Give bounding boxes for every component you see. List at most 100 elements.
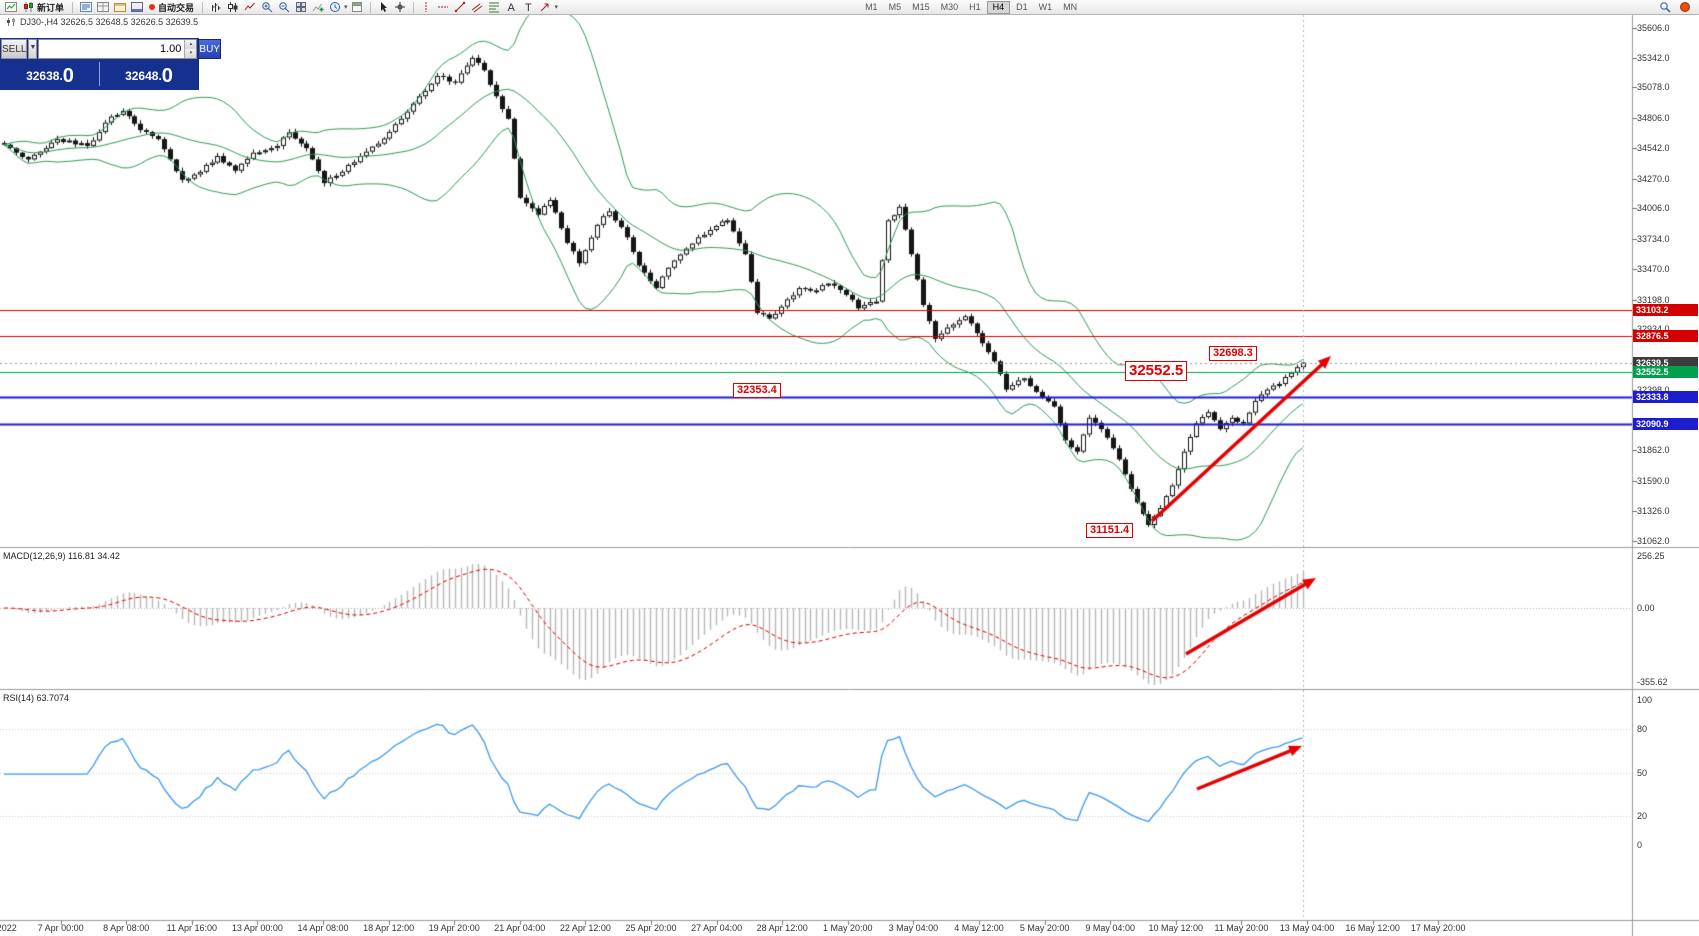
time-label: 14 Apr 08:00 [297,923,349,933]
line-chart-icon[interactable] [242,1,257,14]
vertical-line-icon[interactable] [419,1,434,14]
sell-button[interactable]: SELL [1,39,28,59]
price-tick: 34806.0 [1637,113,1670,124]
arrows-dropdown-icon[interactable]: ▾ [554,4,559,11]
price-divider [99,62,100,86]
time-label: 7 Apr 00:00 [37,923,84,933]
time-label: 16 May 12:00 [1345,923,1400,933]
channel-icon[interactable] [470,1,485,14]
new-order-button[interactable]: 新订单 [20,1,67,14]
horizontal-line-icon[interactable] [436,1,451,14]
bar-chart-icon[interactable] [208,1,223,14]
price-tick: 35078.0 [1637,82,1670,93]
templates-icon[interactable] [350,1,365,14]
time-label: 18 Apr 12:00 [363,923,415,933]
price-tick: 33734.0 [1637,234,1670,245]
price-tick: 33198.0 [1637,294,1670,305]
toolbar-separator [369,1,371,13]
record-icon[interactable] [1677,1,1692,14]
support-line-green-label: 32552.5 [1633,366,1698,379]
market-watch-icon[interactable] [78,1,93,14]
symbol-ohlc-text: DJ30-,H4 32626.5 32648.5 32626.5 32639.5 [20,17,199,27]
symbol-chart-icon [7,18,15,26]
volume-up-button[interactable]: ▴ [185,40,197,49]
price-tick: 34270.0 [1637,173,1670,184]
price-axis[interactable]: 35606.0 35342.0 35078.0 34806.0 34542.0 34270… [1633,0,1699,936]
price-tick: 31590.0 [1637,475,1670,486]
price-tick: 35606.0 [1637,22,1670,33]
timeframe-w1-button[interactable]: W1 [1038,1,1053,12]
time-label: 11 Apr 16:00 [166,923,217,933]
time-label: 25 Apr 20:00 [625,923,677,933]
price-tick: 31862.0 [1637,445,1670,456]
trade-panel-controls: SELL ▼ ▴ ▾ BUY [1,39,221,59]
cursor-icon[interactable] [376,1,391,14]
chart-header: DJ30-,H4 32626.5 32648.5 32626.5 32639.5 [6,17,198,27]
time-label: 17 May 20:00 [1410,923,1466,933]
time-label: 11 May 20:00 [1214,923,1269,933]
rsi-axis-tick: 50 [1637,767,1648,778]
periods-icon[interactable] [327,1,342,14]
navigator-icon[interactable] [112,1,127,14]
resistance-line-1-label: 33103.2 [1633,304,1698,317]
price-tick: 33470.0 [1637,263,1670,274]
periods-dropdown-icon[interactable]: ▾ [344,4,348,11]
time-label: 10 May 12:00 [1148,923,1204,933]
zoom-out-icon[interactable] [276,1,291,14]
search-icon[interactable] [1657,1,1672,14]
time-label: 9 May 04:00 [1085,923,1135,933]
svg-text:A: A [508,2,516,13]
auto-trading-label: 自动交易 [158,2,195,13]
sell-price-main: 32638. [26,69,63,83]
crosshair-icon[interactable] [393,1,408,14]
time-label: 28 Apr 12:00 [756,923,808,933]
price-tick: 31326.0 [1637,505,1670,516]
candlestick-chart-icon[interactable] [225,1,240,14]
timeframe-m5-button[interactable]: M5 [888,1,902,12]
time-label: 22 Apr 12:00 [559,923,611,933]
timeframe-h4-button[interactable]: H4 [986,0,1011,14]
text-icon[interactable]: A [504,1,519,14]
time-label: 21 Apr 04:00 [494,923,546,933]
buy-price[interactable]: 32648.0 [100,59,198,89]
price-callout[interactable]: 32552.5 [1125,361,1188,381]
time-axis[interactable]: 6 Apr 2022 7 Apr 00:00 8 Apr 08:00 11 Apr 1… [0,923,1632,936]
sell-price-big-digit: 0 [62,65,74,87]
time-label: 4 May 12:00 [954,923,1004,933]
data-window-icon[interactable] [95,1,110,14]
price-tick: 31062.0 [1637,535,1670,546]
timeframe-h1-button[interactable]: H1 [969,1,981,12]
buy-button[interactable]: BUY [198,39,221,59]
timeframe-m30-button[interactable]: M30 [940,1,959,12]
resistance-line-2-label: 32876.5 [1633,329,1698,342]
trendline-icon[interactable] [453,1,468,14]
price-tick: 32934.0 [1637,324,1670,334]
volume-input[interactable] [39,40,185,58]
terminal-icon[interactable] [129,1,144,14]
volume-down-button[interactable]: ▾ [185,49,197,58]
price-callout[interactable]: 32353.4 [733,383,781,398]
volume-field: ▴ ▾ [38,39,198,59]
timeframe-mn-button[interactable]: MN [1063,1,1078,12]
timeframe-m1-button[interactable]: M1 [865,1,878,12]
price-callout[interactable]: 31151.4 [1086,523,1134,538]
timeframe-d1-button[interactable]: D1 [1016,1,1028,12]
tile-windows-icon[interactable] [293,1,308,14]
auto-trading-button[interactable]: 自动交易 [146,1,197,14]
price-tick: 34542.0 [1637,142,1670,153]
time-label: 6 Apr 2022 [0,923,17,933]
fibonacci-icon[interactable] [487,1,502,14]
price-callout[interactable]: 32698.3 [1209,346,1257,361]
new-chart-icon[interactable] [3,1,18,14]
timeframe-m15-button[interactable]: M15 [912,1,930,12]
support-line-blue-2-label: 32090.9 [1633,418,1698,431]
zoom-in-icon[interactable] [259,1,274,14]
current-price-line-label: 32639.5 [1633,356,1698,369]
order-type-dropdown[interactable]: ▼ [28,39,38,59]
label-icon[interactable]: T [521,1,536,14]
arrows-tool-icon[interactable] [538,1,553,14]
sell-price[interactable]: 32638.0 [1,59,99,89]
indicators-icon[interactable] [310,1,325,14]
rsi-indicator-label: RSI(14) 63.7074 [3,693,70,703]
